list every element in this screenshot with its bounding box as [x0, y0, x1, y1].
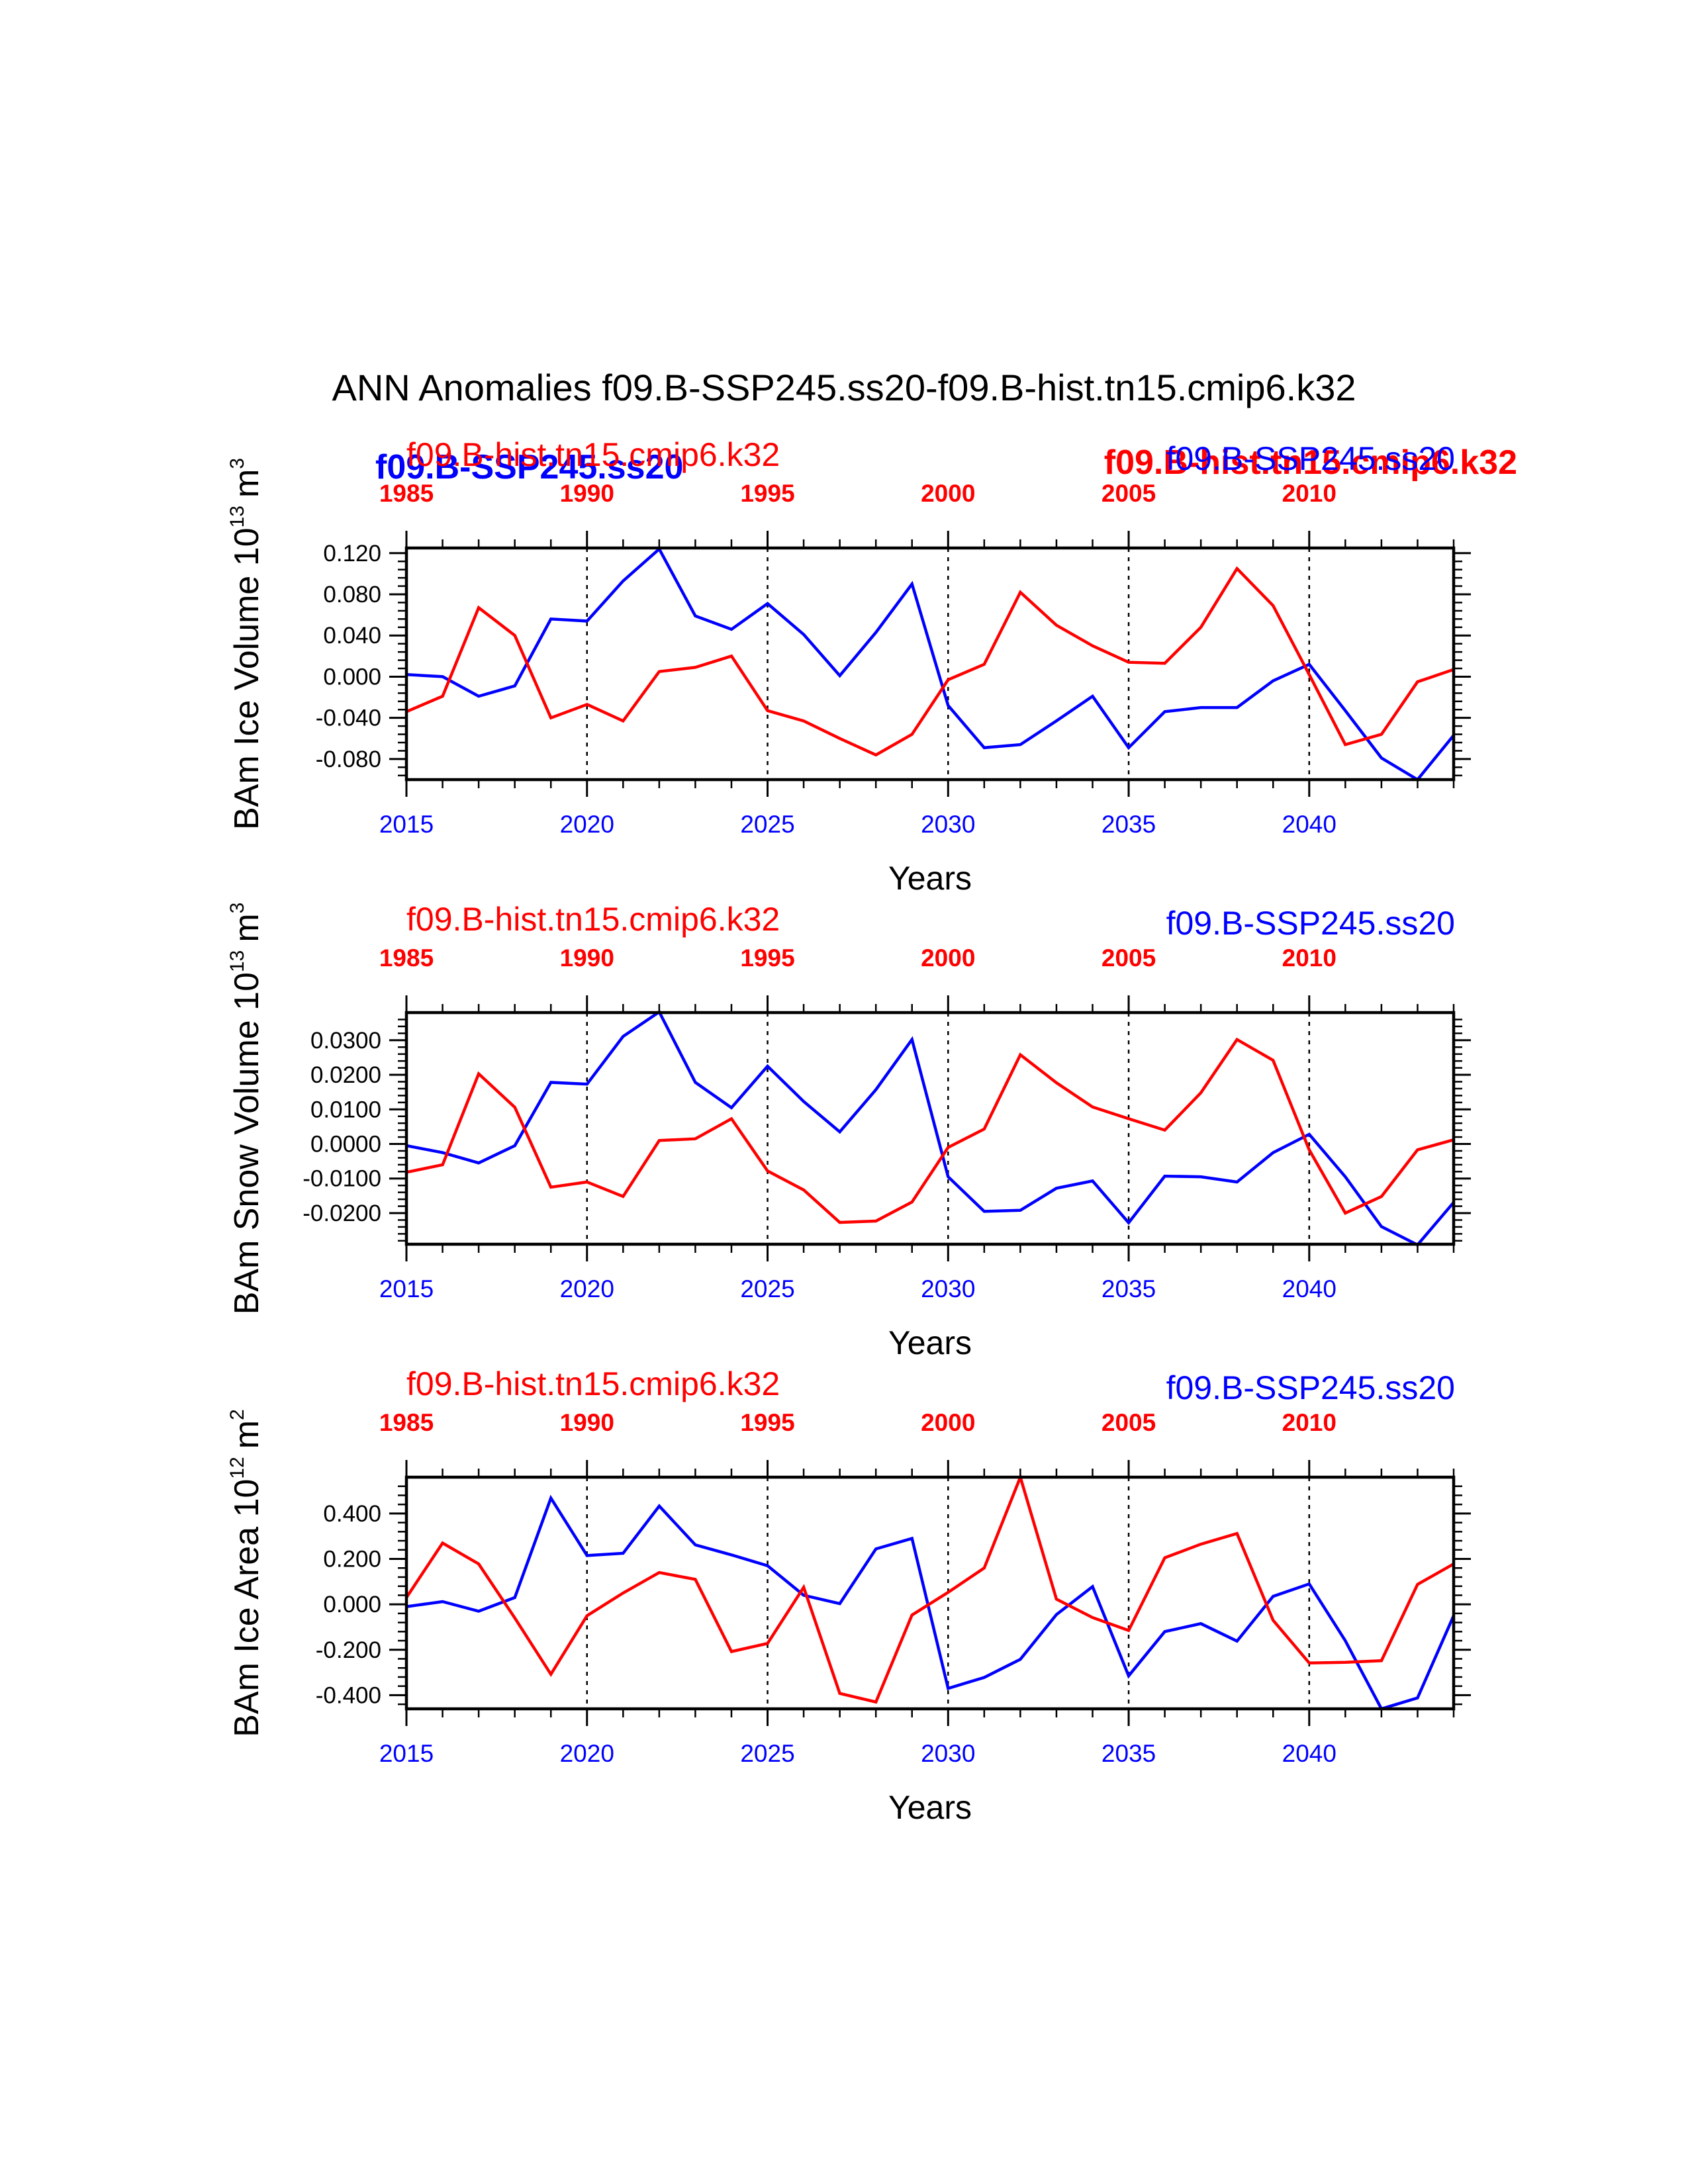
x-axis-title: Years	[888, 860, 972, 897]
top-series-label: f09.B-hist.tn15.cmip6.k32	[406, 1365, 780, 1402]
bottom-tick-label: 2015	[379, 811, 434, 838]
bottom-tick-label: 2035	[1102, 811, 1156, 838]
bottom-tick-label: 2040	[1282, 1740, 1336, 1767]
panel-1: -0.080 -0.040 0.000 0.040 0.080 0.120 2015 2020…	[226, 436, 1471, 897]
y-axis-title-unit: m	[228, 469, 266, 498]
plot-frame	[404, 1475, 1456, 1711]
top-tick-label: 1985	[379, 480, 434, 507]
top-tick-label: 1990	[560, 944, 614, 972]
y-tick-label: -0.400	[316, 1682, 381, 1708]
top-tick-label: 1995	[740, 480, 794, 507]
y-axis-title-exponent: 13	[226, 506, 248, 527]
plot-frame	[404, 546, 1456, 782]
top-series-label: f09.B-hist.tn15.cmip6.k32	[406, 436, 780, 473]
series-line-ssp	[406, 547, 1455, 782]
panels: -0.080 -0.040 0.000 0.040 0.080 0.120 2015 2020…	[226, 436, 1471, 1826]
series-line-hist	[405, 1473, 1455, 1704]
bottom-tick-label: 2030	[921, 1275, 975, 1302]
bottom-tick-label: 2030	[921, 811, 975, 838]
y-tick-label: 0.0300	[310, 1028, 381, 1054]
panel-3: -0.400 -0.200 0.000 0.200 0.400 2015 2020 2025 2…	[226, 1365, 1471, 1826]
y-tick-label: 0.080	[323, 582, 381, 608]
x-axis-title: Years	[888, 1324, 972, 1361]
x-axis-title: Years	[888, 1789, 972, 1826]
bottom-tick-label: 2040	[1282, 1275, 1336, 1302]
y-tick-label: -0.0100	[303, 1166, 381, 1192]
bottom-tick-label: 2020	[560, 811, 614, 838]
top-tick-label: 2010	[1282, 944, 1336, 972]
y-tick-label: 0.400	[323, 1501, 381, 1527]
bottom-tick-label: 2025	[740, 811, 794, 838]
y-axis-title: BAm Ice Area 1012 m2	[226, 1409, 266, 1737]
y-axis-title-text: BAm Ice Area 10	[228, 1479, 266, 1737]
top-tick-label: 1990	[560, 480, 614, 507]
y-axis-title-text: BAm Ice Volume 10	[228, 527, 266, 830]
bottom-tick-label: 2035	[1102, 1740, 1156, 1767]
y-tick-label: 0.0000	[310, 1132, 381, 1158]
bottom-tick-label: 2020	[560, 1740, 614, 1767]
top-tick-label: 1985	[379, 1409, 434, 1436]
y-axis-title-unit-exponent: 3	[226, 903, 248, 914]
y-tick-label: 0.120	[323, 541, 381, 567]
y-tick-label: -0.080	[316, 747, 381, 772]
top-series-label: f09.B-hist.tn15.cmip6.k32	[406, 901, 780, 938]
y-axis-title-unit-exponent: 2	[226, 1409, 248, 1420]
y-axis-title: BAm Snow Volume 1013 m3	[226, 903, 266, 1315]
plot-frame	[404, 1011, 1456, 1246]
top-tick-label: 1995	[740, 944, 794, 972]
series-line-ssp	[406, 1009, 1455, 1247]
y-axis-title-exponent: 12	[226, 1457, 248, 1479]
series-line-hist	[406, 566, 1454, 757]
bottom-tick-label: 2025	[740, 1740, 794, 1767]
y-tick-label: -0.200	[316, 1637, 381, 1663]
top-tick-label: 2005	[1102, 1409, 1156, 1436]
y-tick-label: 0.0200	[310, 1062, 381, 1088]
top-tick-label: 2000	[921, 1409, 975, 1436]
top-tick-label: 2000	[921, 480, 975, 507]
top-tick-label: 2005	[1102, 944, 1156, 972]
top-tick-label: 1990	[560, 1409, 614, 1436]
y-tick-label: 0.000	[323, 1592, 381, 1617]
overlap-label-ssp: f09.B-SSP245.ss20	[375, 448, 683, 486]
series-line-hist	[406, 1037, 1454, 1224]
y-axis-title-unit-exponent: 3	[226, 458, 248, 469]
y-tick-label: 0.040	[323, 623, 381, 649]
bottom-tick-label: 2025	[740, 1275, 794, 1302]
top-tick-label: 1985	[379, 944, 434, 972]
y-tick-label: 0.0100	[310, 1097, 381, 1122]
series-line-ssp	[406, 1494, 1456, 1711]
y-tick-label: -0.040	[316, 705, 381, 731]
y-axis-title-exponent: 13	[226, 950, 248, 972]
top-tick-label: 2010	[1282, 480, 1336, 507]
bottom-tick-label: 2015	[379, 1275, 434, 1302]
y-tick-label: 0.200	[323, 1547, 381, 1572]
bottom-series-label: f09.B-SSP245.ss20	[1166, 1369, 1455, 1406]
y-tick-label: 0.000	[323, 664, 381, 690]
bottom-tick-label: 2030	[921, 1740, 975, 1767]
bottom-tick-label: 2035	[1102, 1275, 1156, 1302]
bottom-tick-label: 2020	[560, 1275, 614, 1302]
main-title: ANN Anomalies f09.B-SSP245.ss20-f09.B-hi…	[332, 367, 1356, 408]
y-axis-title-text: BAm Snow Volume 10	[228, 972, 266, 1314]
bottom-series-label: f09.B-SSP245.ss20	[1166, 905, 1455, 942]
top-tick-label: 1995	[740, 1409, 794, 1436]
bottom-series-label: f09.B-SSP245.ss20	[1166, 440, 1455, 477]
top-tick-label: 2005	[1102, 480, 1156, 507]
y-axis-title-unit: m	[228, 913, 266, 942]
y-tick-label: -0.0200	[303, 1201, 381, 1226]
bottom-tick-label: 2040	[1282, 811, 1336, 838]
panel-2: -0.0200 -0.0100 0.0000 0.0100 0.0200 0.0300 20…	[226, 901, 1471, 1361]
y-axis-title: BAm Ice Volume 1013 m3	[226, 458, 266, 830]
bottom-tick-label: 2015	[379, 1740, 434, 1767]
y-axis-title-unit: m	[228, 1420, 266, 1449]
top-tick-label: 2010	[1282, 1409, 1336, 1436]
overlap-label-hist: f09.B-hist.tn15.cmip6.k32	[1104, 443, 1517, 482]
top-tick-label: 2000	[921, 944, 975, 972]
